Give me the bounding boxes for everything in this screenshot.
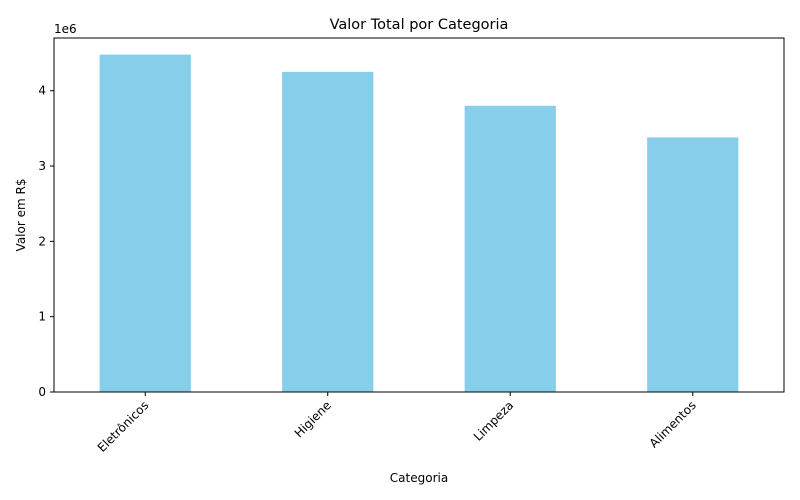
- y-tick-label-0: 0: [38, 385, 46, 399]
- x-tick-label-1: Higiene: [292, 398, 334, 440]
- bar-2: [464, 105, 556, 392]
- x-tick-label-3: Alimentos: [647, 398, 699, 450]
- y-axis-offset-label: 1e6: [54, 22, 77, 36]
- x-tick-label-2: Limpeza: [471, 398, 517, 444]
- y-tick-label-3: 3: [38, 159, 46, 173]
- bar-1: [282, 71, 374, 392]
- x-tick-label-0: Eletrônicos: [95, 398, 152, 455]
- y-axis-label: Valor em R$: [14, 179, 28, 252]
- x-axis-label: Categoria: [390, 471, 448, 485]
- y-tick-label-1: 1: [38, 310, 46, 324]
- chart-title: Valor Total por Categoria: [330, 17, 509, 33]
- y-tick-label-2: 2: [38, 234, 46, 248]
- bars-group: [99, 54, 739, 392]
- bar-0: [99, 54, 191, 392]
- y-axis-ticks: 0 1 2 3 4: [38, 84, 54, 399]
- y-tick-label-4: 4: [38, 84, 46, 98]
- bar-3: [647, 137, 739, 392]
- x-axis-ticks: Eletrônicos Higiene Limpeza Alimentos: [95, 392, 699, 455]
- plot-frame: [53, 37, 785, 393]
